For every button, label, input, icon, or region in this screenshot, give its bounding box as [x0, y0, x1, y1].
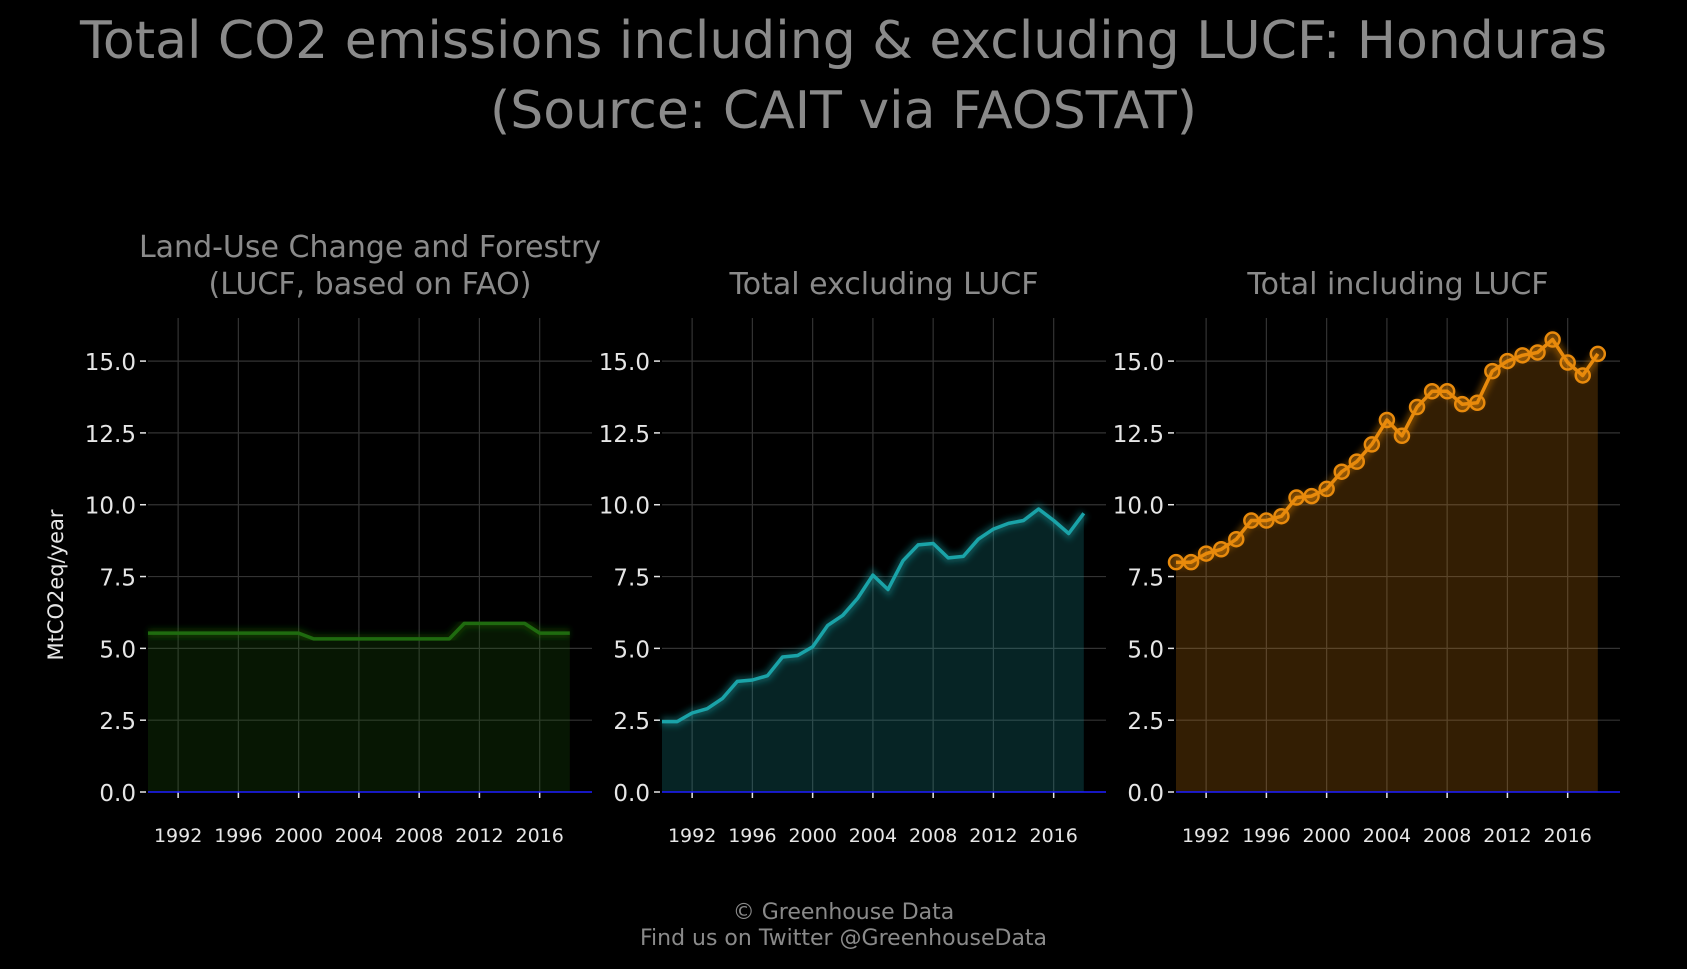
- data-point: [1408, 398, 1426, 416]
- x-tick-label: 2012: [455, 825, 503, 847]
- x-tick-label: 2004: [335, 825, 383, 847]
- series-line: [662, 507, 1086, 724]
- y-tick-label: 7.5: [613, 566, 650, 592]
- data-point: [1197, 545, 1215, 562]
- y-tick-label: 0.0: [613, 781, 650, 807]
- data-point: [1243, 512, 1260, 529]
- x-tick-label: 2000: [788, 825, 836, 847]
- y-tick-label: 12.5: [85, 422, 136, 448]
- y-tick-label: 0.0: [99, 781, 136, 807]
- data-point: [1559, 354, 1576, 371]
- data-point: [1514, 347, 1531, 364]
- data-point: [1273, 507, 1290, 525]
- subplot-title-line: (LUCF, based on FAO): [209, 267, 532, 302]
- data-point: [1484, 362, 1501, 380]
- footer-credit: © Greenhouse Data Find us on Twitter @Gr…: [0, 900, 1687, 952]
- y-tick-label: 2.5: [1127, 709, 1164, 735]
- data-point: [1318, 480, 1335, 498]
- subplot-title-line: Total excluding LUCF: [729, 267, 1039, 302]
- y-tick-label: 15.0: [599, 350, 650, 376]
- y-tick-label: 5.0: [613, 637, 650, 663]
- x-tick-label: 2012: [969, 825, 1017, 847]
- data-point: [1423, 383, 1441, 400]
- data-point: [1288, 489, 1305, 506]
- y-tick-label: 0.0: [1127, 781, 1164, 807]
- y-tick-label: 12.5: [1113, 422, 1164, 448]
- footer-copyright: © Greenhouse Data: [732, 900, 955, 925]
- data-point: [1378, 411, 1396, 429]
- x-tick-label: 2016: [515, 825, 563, 847]
- series-line: [148, 621, 570, 641]
- panel-total-excluding-lucf: Total excluding LUCF 0.0 2.5 5.0 7.5 10.0 12.5…: [599, 267, 1106, 847]
- data-point: [1438, 383, 1456, 400]
- y-tick-label: 15.0: [85, 350, 136, 376]
- y-tick-label: 7.5: [1127, 566, 1164, 592]
- chart-main-title: Total CO2 emissions including & excludin…: [0, 6, 1687, 146]
- x-tick-label: 1992: [154, 825, 202, 847]
- y-tick-label: 10.0: [85, 494, 136, 520]
- footer-twitter: Find us on Twitter @GreenhouseData: [639, 926, 1048, 951]
- x-tick-label: 2000: [274, 825, 322, 847]
- data-point: [1589, 345, 1607, 363]
- subplot-title-line: Total including LUCF: [1246, 267, 1548, 302]
- data-point: [1574, 367, 1591, 384]
- x-tick-label: 1992: [668, 825, 716, 847]
- x-tick-label: 2016: [1543, 825, 1591, 847]
- x-tick-label: 2008: [909, 825, 957, 847]
- x-tick-label: 2016: [1029, 825, 1077, 847]
- data-point: [1393, 427, 1411, 445]
- data-point: [1303, 487, 1320, 505]
- x-tick-label: 2000: [1302, 825, 1350, 847]
- x-tick-label: 2008: [1423, 825, 1471, 847]
- panel-total-including-lucf: Total including LUCF 0.0 2.5 5.0 7.5 10.0 12.5…: [1113, 267, 1620, 847]
- chart-main-title-line1: Total CO2 emissions including & excludin…: [79, 11, 1608, 71]
- series-area: [148, 623, 570, 792]
- data-point: [1333, 463, 1350, 480]
- y-tick-label: 2.5: [99, 709, 136, 735]
- x-tick-label: 1996: [728, 825, 776, 847]
- y-tick-label: 2.5: [613, 709, 650, 735]
- series-area: [1176, 339, 1598, 792]
- x-tick-label: 1996: [1242, 825, 1290, 847]
- x-tick-label: 2008: [395, 825, 443, 847]
- x-tick-label: 1992: [1182, 825, 1230, 847]
- data-point: [1212, 541, 1230, 558]
- y-tick-label: 5.0: [1127, 637, 1164, 663]
- y-axis-label: MtCO2eq/year: [44, 509, 68, 660]
- data-point: [1469, 394, 1486, 411]
- data-point: [1499, 352, 1516, 370]
- x-tick-label: 1996: [214, 825, 262, 847]
- y-tick-label: 15.0: [1113, 350, 1164, 376]
- x-tick-label: 2004: [849, 825, 897, 847]
- x-tick-label: 2004: [1363, 825, 1411, 847]
- data-point: [1453, 395, 1471, 413]
- series-area: [662, 509, 1084, 792]
- data-point: [1258, 512, 1275, 529]
- panel-lucf: Land-Use Change and Forestry(LUCF, based…: [44, 230, 601, 847]
- x-tick-label: 2012: [1483, 825, 1531, 847]
- subplot-title-line: Land-Use Change and Forestry: [139, 230, 601, 265]
- y-tick-label: 5.0: [99, 637, 136, 663]
- data-point: [1228, 530, 1245, 548]
- data-point: [1182, 553, 1200, 571]
- data-point: [1348, 453, 1366, 470]
- data-point: [1529, 344, 1546, 361]
- data-point: [1167, 553, 1185, 571]
- data-point: [1363, 436, 1381, 453]
- chart-main-title-line2: (Source: CAIT via FAOSTAT): [489, 81, 1198, 141]
- data-point: [1544, 331, 1561, 348]
- y-tick-label: 7.5: [99, 566, 136, 592]
- y-tick-label: 10.0: [1113, 494, 1164, 520]
- y-tick-label: 12.5: [599, 422, 650, 448]
- y-tick-label: 10.0: [599, 494, 650, 520]
